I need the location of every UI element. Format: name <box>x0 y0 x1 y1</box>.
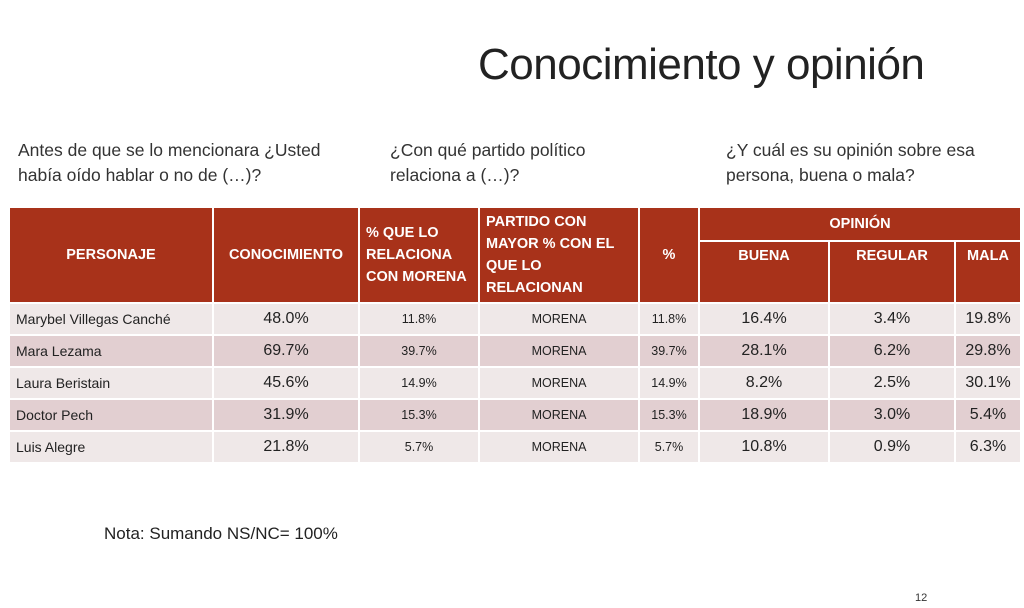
cell-pct: 5.7% <box>638 430 700 464</box>
cell-mala: 30.1% <box>954 366 1022 400</box>
table-row: Mara Lezama 69.7% 39.7% MORENA 39.7% 28.… <box>8 334 1022 368</box>
cell-mala: 19.8% <box>954 302 1022 336</box>
cell-conocimiento: 31.9% <box>212 398 360 432</box>
cell-relaciona: 39.7% <box>358 334 480 368</box>
header-personaje: PERSONAJE <box>8 206 214 304</box>
header-buena: BUENA <box>698 240 830 304</box>
cell-relaciona: 14.9% <box>358 366 480 400</box>
table-row: Laura Beristain 45.6% 14.9% MORENA 14.9%… <box>8 366 1022 400</box>
cell-partido: MORENA <box>478 302 640 336</box>
table-row: Doctor Pech 31.9% 15.3% MORENA 15.3% 18.… <box>8 398 1022 432</box>
results-table: PERSONAJE CONOCIMIENTO % QUE LO RELACION… <box>8 206 1022 464</box>
cell-mala: 6.3% <box>954 430 1022 464</box>
cell-pct: 15.3% <box>638 398 700 432</box>
cell-buena: 28.1% <box>698 334 830 368</box>
question-partido: ¿Con qué partido político relaciona a (…… <box>390 140 586 185</box>
cell-regular: 0.9% <box>828 430 956 464</box>
header-conocimiento: CONOCIMIENTO <box>212 206 360 304</box>
cell-conocimiento: 48.0% <box>212 302 360 336</box>
cell-relaciona: 11.8% <box>358 302 480 336</box>
cell-mala: 29.8% <box>954 334 1022 368</box>
cell-conocimiento: 45.6% <box>212 366 360 400</box>
cell-personaje: Luis Alegre <box>8 430 214 464</box>
footnote: Nota: Sumando NS/NC= 100% <box>104 524 338 543</box>
page-number: 12 <box>915 592 928 604</box>
cell-partido: MORENA <box>478 430 640 464</box>
cell-relaciona: 15.3% <box>358 398 480 432</box>
header-relaciona-morena: % QUE LO RELACIONA CON MORENA <box>358 206 480 304</box>
cell-pct: 14.9% <box>638 366 700 400</box>
question-opinion: ¿Y cuál es su opinión sobre esa persona,… <box>726 140 975 185</box>
table-row: Luis Alegre 21.8% 5.7% MORENA 5.7% 10.8%… <box>8 430 1022 464</box>
cell-regular: 6.2% <box>828 334 956 368</box>
cell-personaje: Marybel Villegas Canché <box>8 302 214 336</box>
header-partido-mayor: PARTIDO CON MAYOR % CON EL QUE LO RELACI… <box>478 206 640 304</box>
cell-relaciona: 5.7% <box>358 430 480 464</box>
cell-mala: 5.4% <box>954 398 1022 432</box>
question-conocimiento: Antes de que se lo mencionara ¿Usted hab… <box>18 140 321 185</box>
cell-partido: MORENA <box>478 334 640 368</box>
cell-personaje: Laura Beristain <box>8 366 214 400</box>
cell-pct: 39.7% <box>638 334 700 368</box>
cell-conocimiento: 21.8% <box>212 430 360 464</box>
cell-regular: 3.4% <box>828 302 956 336</box>
cell-conocimiento: 69.7% <box>212 334 360 368</box>
cell-pct: 11.8% <box>638 302 700 336</box>
cell-regular: 2.5% <box>828 366 956 400</box>
cell-personaje: Doctor Pech <box>8 398 214 432</box>
cell-partido: MORENA <box>478 366 640 400</box>
cell-buena: 18.9% <box>698 398 830 432</box>
cell-buena: 8.2% <box>698 366 830 400</box>
header-opinion: OPINIÓN <box>698 206 1022 242</box>
header-pct: % <box>638 206 700 304</box>
header-mala: MALA <box>954 240 1022 304</box>
header-regular: REGULAR <box>828 240 956 304</box>
cell-regular: 3.0% <box>828 398 956 432</box>
table-row: Marybel Villegas Canché 48.0% 11.8% MORE… <box>8 302 1022 336</box>
cell-buena: 10.8% <box>698 430 830 464</box>
cell-personaje: Mara Lezama <box>8 334 214 368</box>
cell-buena: 16.4% <box>698 302 830 336</box>
cell-partido: MORENA <box>478 398 640 432</box>
page-title: Conocimiento y opinión <box>478 40 925 89</box>
